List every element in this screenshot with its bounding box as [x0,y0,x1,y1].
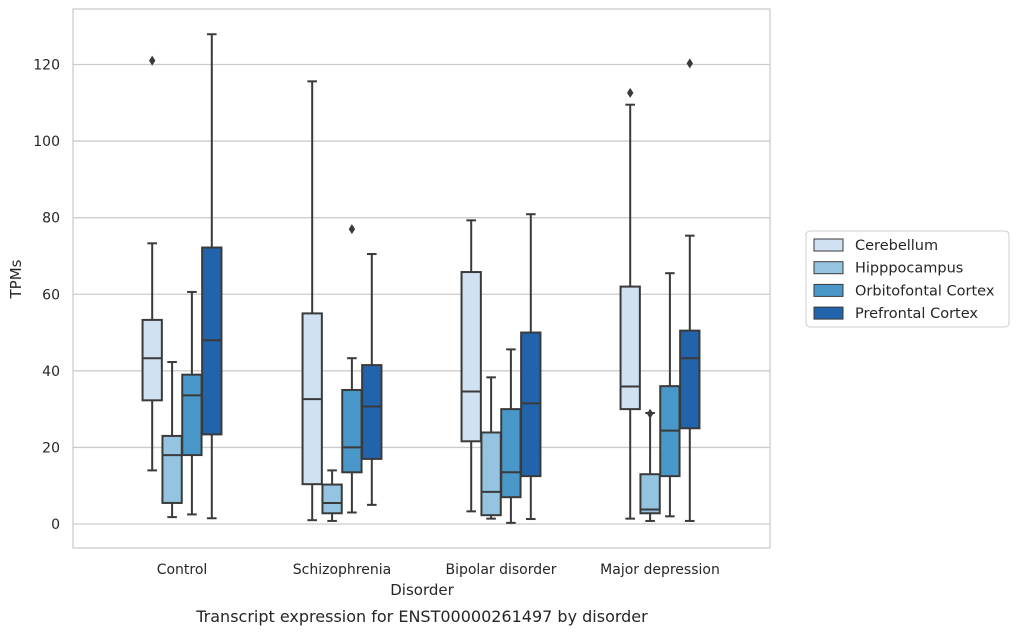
legend-swatch [813,283,844,297]
box-body [639,473,661,515]
box-orbitofontal-cortex [341,224,363,514]
box-prefrontal-cortex [361,253,383,506]
outlier-marker [627,87,634,98]
box-hipppocampus [639,408,661,522]
outlier-marker [686,58,693,69]
legend-label: Hipppocampus [855,261,963,277]
box-body [500,408,522,499]
box-body [460,271,482,443]
y-tick-label: 100 [33,134,60,150]
outlier-marker [149,55,156,66]
y-tick-label: 20 [42,440,60,456]
y-tick-label: 120 [33,58,60,74]
y-tick-labels: 0 20 40 60 80 100 120 [33,58,60,534]
legend-swatch [813,238,844,252]
box-hipppocampus [480,376,502,520]
box-orbitofontal-cortex [659,272,681,518]
box-cerebellum [619,87,641,520]
legend-label: Cerebellum [855,238,938,254]
box-prefrontal-cortex [201,33,223,520]
box-orbitofontal-cortex [181,290,203,516]
plot-frame [72,8,771,549]
y-tick-label: 80 [42,211,60,227]
box-body [321,483,343,515]
x-tick-label: Schizophrenia [293,562,391,578]
legend-swatch [813,306,844,320]
legend-label: Orbitofontal Cortex [855,283,995,299]
legend-swatch [813,261,844,275]
x-tick-labels: Control Schizophrenia Bipolar disorder Majo… [157,562,720,578]
y-tick-label: 40 [42,364,60,380]
box-cerebellum [460,219,482,513]
box-prefrontal-cortex [520,213,542,521]
x-tick-label: Control [157,562,208,578]
box-body [679,329,701,430]
box-body [480,431,502,517]
y-axis-title: TPMs [7,259,25,299]
outlier-marker [348,224,356,235]
y-tick-label: 0 [51,517,60,533]
box-hipppocampus [161,361,183,519]
legend-label: Prefrontal Cortex [855,306,978,322]
legend: Cerebellum Hipppocampus Orbitofontal Corte… [805,230,1010,328]
box-body [141,318,163,402]
box-body [361,364,383,460]
boxes [141,33,701,524]
legend-items: Cerebellum Hipppocampus Orbitofontal Corte… [813,238,995,322]
y-tick-label: 60 [42,287,60,303]
x-tick-label: Major depression [600,562,720,578]
x-tick-label: Bipolar disorder [445,562,556,578]
box-orbitofontal-cortex [500,348,522,524]
x-axis-title: Disorder [390,581,454,599]
chart-caption: Transcript expression for ENST0000026149… [195,607,648,626]
outlier-marker [646,408,654,419]
box-body [341,388,363,474]
box-cerebellum [141,55,163,472]
legend-frame [805,230,1010,328]
box-body [619,285,641,411]
box-body [181,373,203,457]
box-cerebellum [301,80,323,522]
box-body [161,434,183,504]
box-prefrontal-cortex [679,58,701,522]
box-hipppocampus [321,469,343,522]
